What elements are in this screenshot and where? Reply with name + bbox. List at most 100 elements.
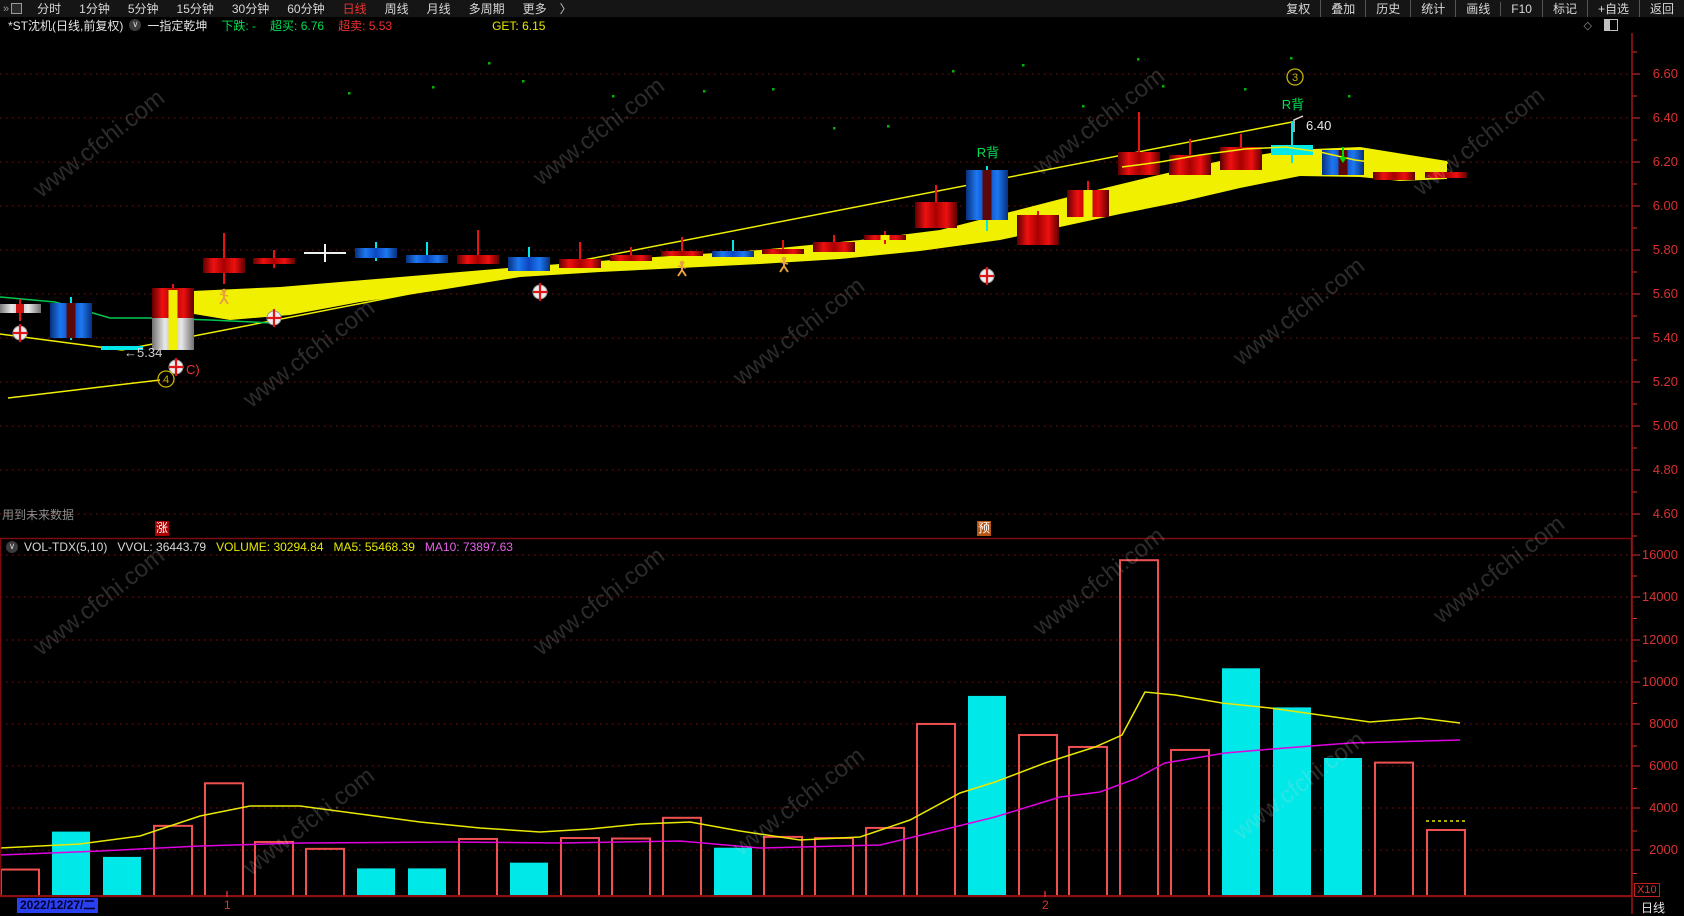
menu-tool-3[interactable]: 统计 xyxy=(1410,0,1455,17)
c-marker-label: C) xyxy=(186,362,200,377)
menu-period-2[interactable]: 5分钟 xyxy=(127,2,159,16)
candle-body xyxy=(1017,215,1059,245)
menu-period-9[interactable]: 多周期 xyxy=(468,2,505,16)
low-price-label: ←5.34 xyxy=(124,345,162,360)
high-price-flag xyxy=(1293,115,1304,132)
volume-bar xyxy=(1222,668,1260,896)
candle-body xyxy=(355,248,397,258)
volume-axis-label: 6000 xyxy=(1649,758,1678,773)
indicator-name[interactable]: VOL-TDX(5,10) xyxy=(24,540,108,554)
volume-bar xyxy=(458,837,498,898)
volume-ma5-line xyxy=(0,691,1461,849)
price-axis-label: 6.20 xyxy=(1653,154,1678,169)
circled-number-marker: 4 xyxy=(163,374,169,386)
price-axis-label: 5.40 xyxy=(1653,330,1678,345)
green-ma-line xyxy=(0,296,273,324)
volume-axis-label: 2000 xyxy=(1649,842,1678,857)
volume-bar xyxy=(1068,745,1108,898)
walking-man-icon xyxy=(781,256,787,262)
volume-bar xyxy=(1018,734,1058,897)
yellow-ma-line xyxy=(1121,146,1449,168)
menu-period-3[interactable]: 15分钟 xyxy=(176,2,214,16)
volume-value: VOLUME: 30294.84 xyxy=(216,540,324,554)
price-axis-label: 5.00 xyxy=(1653,418,1678,433)
stock-title: *ST沈机(日线,前复权) xyxy=(8,18,124,33)
candle-body xyxy=(457,255,499,264)
volume-bar xyxy=(968,695,1006,896)
badge-up: 涨 xyxy=(155,521,170,536)
walking-man-icon xyxy=(677,265,687,269)
volume-bar xyxy=(357,868,395,896)
candle-body xyxy=(1271,145,1313,155)
volume-bar xyxy=(662,816,702,897)
price-axis-label: 5.60 xyxy=(1653,286,1678,301)
green-speck xyxy=(348,92,351,95)
green-speck xyxy=(1137,58,1140,61)
price-axis-label: 6.00 xyxy=(1653,198,1678,213)
menu-tool-0[interactable]: 复权 xyxy=(1286,2,1311,16)
green-speck xyxy=(887,125,890,128)
menu-tool-2[interactable]: 历史 xyxy=(1365,0,1410,17)
menu-period-1[interactable]: 1分钟 xyxy=(79,2,110,16)
candle-body xyxy=(559,259,601,268)
candle-core xyxy=(880,235,890,240)
circled-number-marker xyxy=(157,370,175,388)
price-axis-label: 6.60 xyxy=(1653,66,1678,81)
menu-period-6[interactable]: 日线 xyxy=(342,2,367,16)
walking-man-icon xyxy=(681,269,687,277)
indicator-field-0: 下跌: - xyxy=(221,18,257,33)
candle-core xyxy=(1083,190,1093,217)
trend-band xyxy=(170,147,1447,320)
ma5-value: MA5: 55468.39 xyxy=(333,540,415,554)
month-marker-1: 1 xyxy=(224,898,231,912)
walking-man-icon xyxy=(677,269,683,277)
indicator-field-2: 超卖: 5.53 xyxy=(338,18,393,33)
diamond-icon[interactable]: ◇ xyxy=(1583,19,1592,32)
green-speck xyxy=(432,86,435,89)
volume-bar xyxy=(763,835,803,898)
menu-period-5[interactable]: 60分钟 xyxy=(287,2,325,16)
circled-number-marker xyxy=(1286,68,1304,86)
chevron-down-icon[interactable]: ∨ xyxy=(6,541,18,553)
candle-body xyxy=(1220,147,1262,170)
candle-body xyxy=(508,257,550,271)
green-speck xyxy=(772,88,775,91)
volume-bar xyxy=(1426,828,1466,897)
menu-period-7[interactable]: 周线 xyxy=(384,2,409,16)
green-speck xyxy=(1348,95,1351,98)
indicator-name[interactable]: 一指定乾坤 xyxy=(147,18,208,33)
volume-bar xyxy=(1374,761,1414,897)
walking-man-icon xyxy=(219,293,229,297)
candle-body xyxy=(712,251,754,257)
walking-man-icon xyxy=(783,265,789,273)
menu-tool-4[interactable]: 画线 xyxy=(1455,0,1500,17)
period-indicator[interactable]: 日线 xyxy=(1641,901,1666,915)
volume-bar xyxy=(560,837,600,897)
menu-tool-7[interactable]: +自选 xyxy=(1586,0,1639,17)
volume-bar xyxy=(1273,707,1311,896)
candle-body xyxy=(762,249,804,254)
candle-core xyxy=(16,304,24,313)
period-menu-bar: » 分时 1分钟 5分钟 15分钟 30分钟 60分钟 日线 周线 月线 多周期 更多 〉 复权 叠加… xyxy=(0,0,1684,17)
candle-core xyxy=(982,170,992,220)
menu-more-arrow-icon[interactable]: 〉 xyxy=(559,2,572,16)
menu-tool-8[interactable]: 返回 xyxy=(1638,0,1684,17)
split-window-icon[interactable] xyxy=(1604,19,1618,31)
green-speck xyxy=(703,90,706,93)
window-icon[interactable]: » xyxy=(3,3,23,15)
volume-axis-label: 8000 xyxy=(1649,716,1678,731)
menu-period-0[interactable]: 分时 xyxy=(37,2,62,16)
volume-bar xyxy=(0,868,40,897)
price-axis-label: 4.60 xyxy=(1653,506,1678,521)
candle-core xyxy=(66,303,76,338)
vvol-value: VVOL: 36443.79 xyxy=(117,540,207,554)
menu-tool-6[interactable]: 标记 xyxy=(1541,0,1587,17)
menu-tool-5[interactable]: F10 xyxy=(1500,1,1542,16)
chevron-down-icon[interactable]: ∨ xyxy=(129,19,142,31)
menu-period-4[interactable]: 30分钟 xyxy=(231,2,270,16)
menu-tool-1[interactable]: 叠加 xyxy=(1320,0,1365,17)
high-price-label: 6.40 xyxy=(1306,118,1331,133)
menu-period-8[interactable]: 月线 xyxy=(426,2,451,16)
menu-period-10[interactable]: 更多 xyxy=(522,2,547,16)
